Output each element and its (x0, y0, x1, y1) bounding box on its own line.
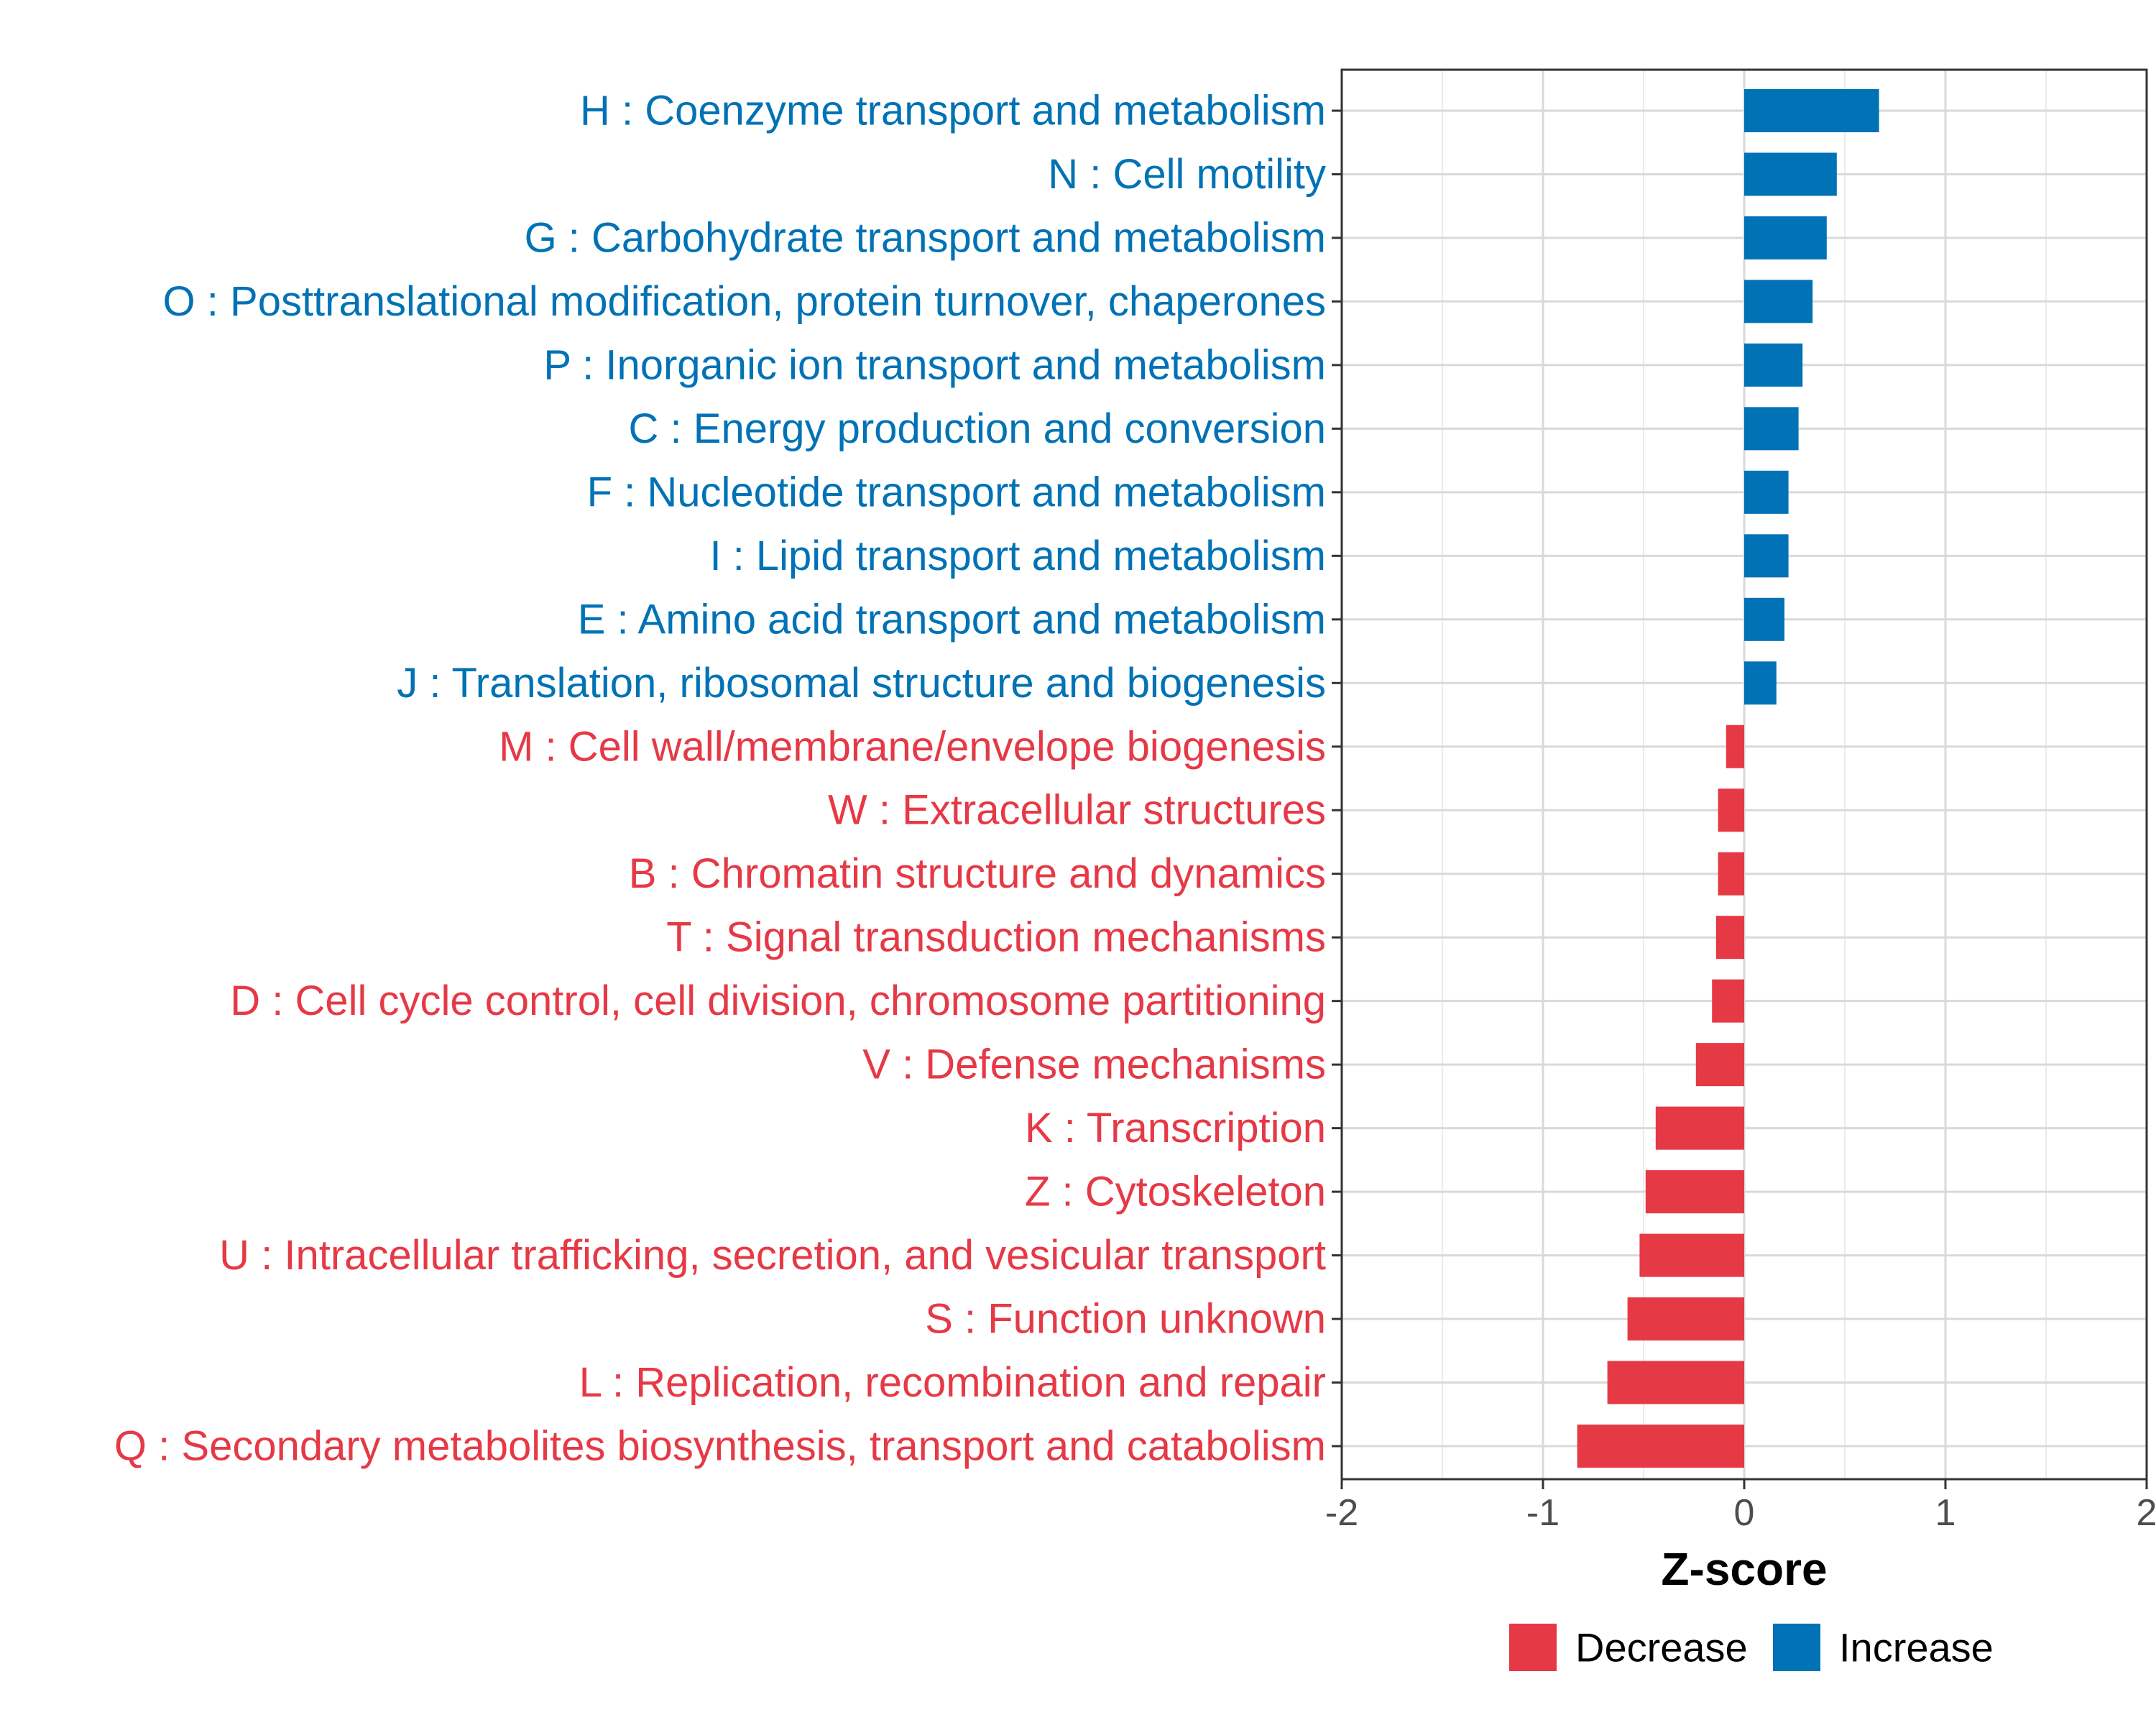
y-tick-label: E : Amino acid transport and metabolism (578, 596, 1326, 643)
bar (1744, 216, 1827, 259)
y-tick-label: F : Nucleotide transport and metabolism (587, 469, 1326, 515)
y-tick-label: Z : Cytoskeleton (1025, 1169, 1326, 1215)
y-tick-label: I : Lipid transport and metabolism (709, 533, 1326, 579)
bar (1715, 916, 1744, 960)
y-tick-label: C : Energy production and conversion (629, 405, 1326, 452)
y-tick-label: P : Inorganic ion transport and metaboli… (543, 341, 1326, 388)
bars (1577, 89, 1879, 1468)
y-tick-label: D : Cell cycle control, cell division, c… (230, 978, 1326, 1024)
y-tick-label: L : Replication, recombination and repai… (579, 1359, 1326, 1406)
x-tick-label: 0 (1734, 1492, 1755, 1534)
x-axis-ticks: -2 -1 0 1 2 (1325, 1479, 2156, 1534)
bar (1744, 470, 1789, 514)
bar (1744, 597, 1784, 641)
bar (1695, 1043, 1744, 1087)
y-tick-label: G : Carbohydrate transport and metabolis… (525, 214, 1326, 261)
y-tick-label: V : Defense mechanisms (862, 1041, 1326, 1088)
x-tick-label: 2 (2137, 1492, 2156, 1534)
x-tick-label: 1 (1935, 1492, 1956, 1534)
y-tick-label: U : Intracellular trafficking, secretion… (219, 1232, 1326, 1279)
bar (1718, 852, 1744, 896)
y-axis-ticks (1332, 109, 1342, 1448)
y-tick-label: H : Coenzyme transport and metabolism (580, 88, 1326, 134)
bar (1744, 661, 1777, 705)
y-tick-label: N : Cell motility (1048, 151, 1326, 198)
y-tick-label: W : Extracellular structures (828, 787, 1326, 834)
y-tick-label: Q : Secondary metabolites biosynthesis, … (114, 1423, 1326, 1470)
legend: Decrease Increase (1509, 1624, 1994, 1671)
y-tick-label: K : Transcription (1025, 1105, 1326, 1151)
x-axis-title: Z-score (1661, 1543, 1827, 1595)
bar (1718, 788, 1744, 832)
bar (1744, 89, 1879, 132)
x-tick-label: -1 (1526, 1492, 1560, 1534)
legend-key-decrease (1509, 1624, 1557, 1671)
legend-key-increase (1773, 1624, 1820, 1671)
bar (1744, 152, 1837, 196)
bar (1639, 1233, 1744, 1277)
bar (1744, 343, 1803, 387)
y-tick-label: O : Posttranslational modification, prot… (163, 278, 1326, 325)
y-tick-label: J : Translation, ribosomal structure and… (397, 660, 1326, 707)
bar (1607, 1361, 1744, 1404)
bar (1744, 534, 1789, 578)
bar (1655, 1106, 1744, 1150)
bar (1712, 979, 1744, 1023)
y-tick-label: T : Signal transduction mechanisms (666, 914, 1326, 961)
bar (1726, 724, 1744, 768)
bar (1744, 407, 1799, 451)
y-tick-label: B : Chromatin structure and dynamics (629, 850, 1326, 897)
legend-label-increase: Increase (1839, 1625, 1994, 1670)
y-tick-label: M : Cell wall/membrane/envelope biogenes… (499, 723, 1326, 770)
legend-label-decrease: Decrease (1575, 1625, 1748, 1670)
x-tick-label: -2 (1325, 1492, 1358, 1534)
bar (1577, 1425, 1744, 1468)
y-tick-label: S : Function unknown (925, 1296, 1326, 1343)
bar (1627, 1297, 1744, 1341)
bar (1645, 1170, 1744, 1214)
bar (1744, 280, 1813, 323)
y-axis-labels: H : Coenzyme transport and metabolism N :… (114, 88, 1326, 1470)
